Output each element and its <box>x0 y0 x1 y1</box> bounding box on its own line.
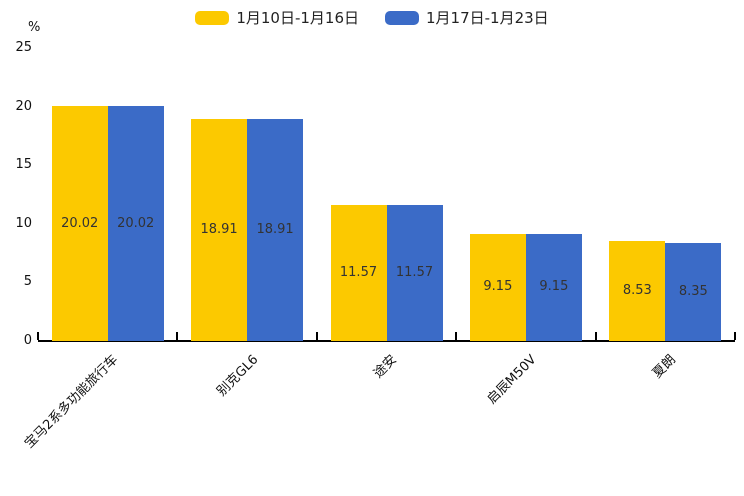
category-label: 夏朗 <box>650 352 680 382</box>
x-axis-line <box>38 340 735 342</box>
y-tick-label: 10 <box>15 215 32 231</box>
bar-value-label: 8.35 <box>678 284 708 300</box>
bar-series2-2 <box>386 205 443 341</box>
x-tick-mark <box>734 332 736 340</box>
bar-series1-4 <box>609 241 666 341</box>
y-tick-label: 15 <box>15 157 32 173</box>
bar-value-label: 9.15 <box>539 279 569 295</box>
category-label: 别克GL6 <box>213 352 261 400</box>
x-tick-mark <box>176 332 179 340</box>
bar-series1-2 <box>330 205 387 341</box>
bar-series2-4 <box>665 243 722 341</box>
legend-label: 1月17日-1月23日 <box>426 9 549 27</box>
x-tick-mark <box>315 332 318 340</box>
x-tick-mark <box>455 332 458 340</box>
y-tick-label: 25 <box>15 40 32 55</box>
bar-value-label: 20.02 <box>61 215 99 231</box>
bar-value-label: 11.57 <box>395 265 434 281</box>
bar-value-label: 18.91 <box>200 222 238 238</box>
bar-value-label: 11.57 <box>339 265 378 281</box>
x-tick-mark <box>37 332 39 340</box>
bar-series2-0 <box>107 106 164 341</box>
bar-series1-3 <box>469 233 526 341</box>
bar-series2-1 <box>247 119 304 341</box>
legend-label: 1月10日-1月16日 <box>236 9 359 27</box>
category-label: 途安 <box>371 352 401 382</box>
y-tick-label: 0 <box>23 333 32 348</box>
y-axis-unit-label: % <box>28 20 41 35</box>
bar-value-label: 18.91 <box>256 222 294 238</box>
category-label: 启辰M50V <box>484 352 540 408</box>
category-label: 宝马2系多功能旅行车 <box>22 352 122 452</box>
y-tick-label: 20 <box>15 98 32 114</box>
x-tick-mark <box>594 332 597 340</box>
legend: 1月10日-1月16日 1月17日-1月23日 <box>0 10 744 26</box>
bar-series1-0 <box>51 106 108 341</box>
legend-swatch-icon <box>195 11 230 25</box>
legend-item-series-0[interactable]: 1月10日-1月16日 <box>195 10 359 26</box>
bar-series1-1 <box>191 119 248 341</box>
legend-swatch-icon <box>385 11 419 25</box>
bar-series2-3 <box>525 233 582 341</box>
bar-value-label: 9.15 <box>483 279 513 295</box>
bar-value-label: 20.02 <box>117 215 155 231</box>
y-tick-label: 5 <box>23 274 32 290</box>
legend-item-series-1[interactable]: 1月17日-1月23日 <box>385 10 549 26</box>
bar-value-label: 8.53 <box>622 283 652 298</box>
